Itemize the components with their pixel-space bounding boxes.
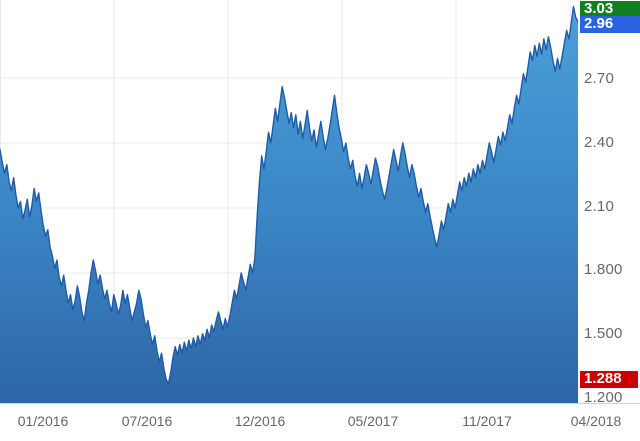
y-tick-210: 2.10 <box>584 198 614 215</box>
y-tick-1800: 1.800 <box>584 261 623 278</box>
low-value-badge: 1.288 <box>580 371 638 388</box>
area-fill <box>0 6 578 403</box>
y-tick-1200: 1.200 <box>584 389 623 406</box>
x-tick-2: 12/2016 <box>234 413 286 429</box>
x-tick-4: 11/2017 <box>462 413 512 429</box>
y-axis: 2.70 2.40 2.10 1.800 1.500 1.200 <box>578 0 640 406</box>
y-tick-240: 2.40 <box>584 134 614 151</box>
y-tick-270: 2.70 <box>584 70 614 87</box>
x-axis: 01/2016 07/2016 12/2016 05/2017 11/2017 … <box>0 403 640 441</box>
chart-canvas <box>0 0 578 403</box>
y-tick-1500: 1.500 <box>584 325 623 342</box>
plot-area[interactable] <box>0 0 578 403</box>
x-tick-1: 07/2016 <box>121 413 173 429</box>
price-line <box>0 5 578 385</box>
x-tick-0: 01/2016 <box>17 413 69 429</box>
high-value-badge: 3.03 <box>580 1 640 18</box>
last-value-badge: 2.96 <box>580 16 640 33</box>
x-tick-5: 04/2018 <box>570 413 622 429</box>
x-tick-3: 05/2017 <box>347 413 399 429</box>
